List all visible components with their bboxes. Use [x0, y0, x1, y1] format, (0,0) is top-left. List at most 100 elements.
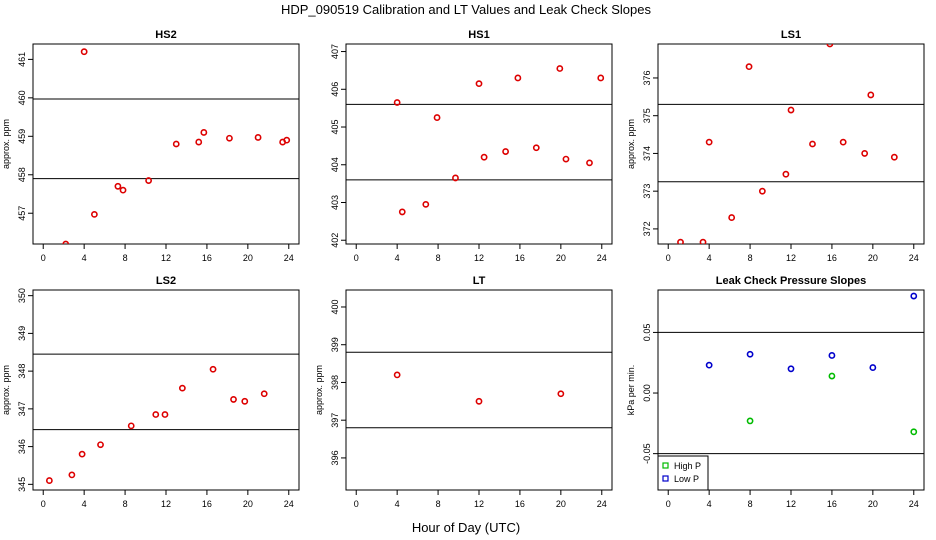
data-point — [677, 238, 684, 244]
data-point — [200, 129, 208, 136]
data-point — [114, 182, 122, 190]
panel-3: LS1 0 4 8 12 16 20 24 372 373 374 375 376 approx. ppm — [626, 29, 925, 263]
y-axis-label: approx. ppm — [1, 119, 11, 169]
data-point — [809, 140, 816, 148]
data-point — [586, 159, 593, 167]
panel-title: LS1 — [781, 29, 801, 41]
points — [62, 48, 291, 244]
y-axis-label: approx. ppm — [1, 365, 11, 415]
x-tick-label: 24 — [909, 253, 919, 263]
data-point — [90, 210, 98, 218]
x-tick-label: 16 — [515, 499, 525, 509]
y-tick-label: 375 — [642, 108, 652, 123]
data-point — [728, 214, 736, 221]
data-point — [705, 138, 713, 146]
data-point — [890, 153, 898, 161]
data-point — [226, 134, 233, 142]
x-tick-label: 16 — [202, 253, 212, 263]
x-tick-label: 0 — [354, 499, 359, 509]
y-tick-label: 373 — [642, 184, 652, 199]
x-axis-label: Hour of Day (UTC) — [412, 520, 520, 535]
x-tick-label: 4 — [82, 499, 87, 509]
data-point — [782, 170, 790, 178]
y-tick-label: 0.05 — [642, 324, 652, 342]
panel-title: HS1 — [468, 29, 489, 41]
data-point — [172, 140, 180, 148]
x-tick-label: 8 — [748, 499, 753, 509]
data-point — [532, 144, 540, 152]
x-tick-label: 4 — [395, 253, 400, 263]
data-point — [557, 390, 565, 398]
panel-1: HS2 0 4 8 12 16 20 24 457 458 459 460 461 approx. ppm — [1, 29, 300, 263]
panel-title: Leak Check Pressure Slopes — [716, 275, 866, 287]
data-point — [452, 174, 459, 182]
legend-label: Low P — [674, 474, 699, 484]
x-tick-label: 0 — [41, 499, 46, 509]
data-point — [910, 428, 918, 436]
points — [677, 44, 898, 244]
points — [705, 292, 918, 436]
x-tick-label: 16 — [515, 253, 525, 263]
x-tick-label: 20 — [868, 253, 878, 263]
data-point — [433, 114, 441, 121]
x-tick-label: 0 — [666, 253, 671, 263]
data-point — [195, 138, 203, 146]
x-tick-label: 4 — [707, 499, 712, 509]
x-tick-label: 24 — [284, 499, 294, 509]
x-tick-label: 8 — [436, 499, 441, 509]
y-tick-label: 406 — [330, 82, 340, 97]
x-tick-label: 16 — [202, 499, 212, 509]
panels: HS2 0 4 8 12 16 20 24 457 458 459 460 461 approx. ppm… — [1, 29, 925, 509]
data-point — [62, 240, 70, 244]
y-tick-label: 457 — [17, 206, 27, 221]
y-tick-label: 403 — [330, 195, 340, 210]
data-point — [422, 200, 430, 208]
x-tick-label: 20 — [243, 499, 253, 509]
y-tick-label: 460 — [17, 90, 27, 105]
data-point — [119, 186, 127, 194]
x-tick-label: 20 — [243, 253, 253, 263]
x-tick-label: 0 — [354, 253, 359, 263]
data-point — [127, 422, 135, 430]
data-point — [699, 238, 707, 244]
panel-5: LT 0 4 8 12 16 20 24 396 397 398 399 400 approx. ppm — [314, 275, 613, 509]
data-point — [398, 208, 406, 216]
data-point — [145, 177, 153, 184]
x-tick-label: 24 — [284, 253, 294, 263]
y-tick-label: 405 — [330, 120, 340, 135]
panel-4: LS2 0 4 8 12 16 20 24 345 346 347 348 349 350 approx. … — [1, 275, 300, 509]
x-tick-label: 12 — [474, 499, 484, 509]
data-point — [502, 148, 509, 155]
y-tick-label: 372 — [642, 221, 652, 236]
y-tick-label: 350 — [17, 288, 27, 303]
data-point — [787, 106, 795, 114]
y-axis-label: kPa per min. — [626, 365, 636, 416]
data-point — [705, 361, 713, 369]
data-point — [826, 44, 834, 48]
x-tick-label: 4 — [395, 499, 400, 509]
legend-label: High P — [674, 461, 701, 471]
y-tick-label: 407 — [330, 44, 340, 59]
data-point — [480, 153, 488, 161]
data-point — [78, 450, 86, 458]
y-tick-label: -0.05 — [642, 443, 652, 464]
data-point — [556, 65, 564, 72]
x-tick-label: 12 — [474, 253, 484, 263]
points — [45, 365, 268, 484]
data-point — [260, 390, 268, 398]
x-tick-label: 24 — [597, 499, 607, 509]
panel-title: HS2 — [155, 29, 176, 41]
data-point — [45, 477, 53, 484]
x-tick-label: 24 — [909, 499, 919, 509]
y-tick-label: 400 — [330, 299, 340, 314]
x-tick-label: 8 — [436, 253, 441, 263]
panel-title: LS2 — [156, 275, 176, 287]
y-tick-label: 347 — [17, 401, 27, 416]
y-tick-label: 348 — [17, 364, 27, 379]
data-point — [80, 48, 88, 56]
x-tick-label: 12 — [161, 499, 171, 509]
y-tick-label: 0.00 — [642, 384, 652, 402]
data-point — [283, 136, 291, 144]
panel-6: Leak Check Pressure Slopes 0 4 8 12 16 20 24 -0.… — [626, 275, 925, 509]
data-point — [393, 371, 401, 379]
